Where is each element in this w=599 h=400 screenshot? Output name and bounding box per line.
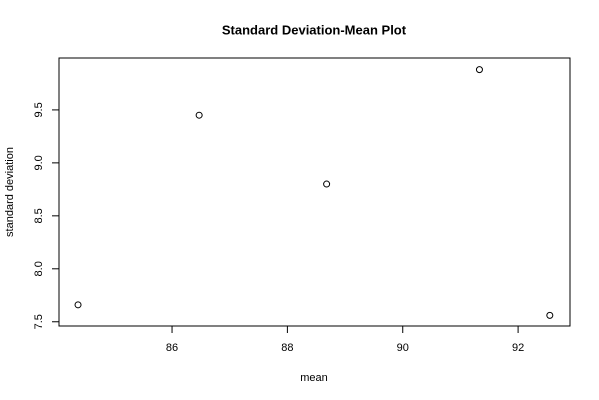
y-tick-label: 8.5 — [33, 208, 45, 223]
x-tick-label: 90 — [397, 342, 409, 354]
x-tick-label: 88 — [281, 342, 293, 354]
chart-title: Standard Deviation-Mean Plot — [222, 22, 407, 37]
x-tick-label: 92 — [512, 342, 524, 354]
point — [475, 66, 483, 74]
point — [323, 180, 331, 188]
point — [74, 301, 82, 309]
point — [546, 311, 554, 319]
y-axis-label: standard deviation — [4, 147, 16, 237]
y-tick-label: 9.0 — [33, 155, 45, 170]
y-tick-label: 8.0 — [33, 261, 45, 276]
y-tick-label: 9.5 — [33, 102, 45, 117]
y-tick-label: 7.5 — [33, 314, 45, 329]
plot-frame — [58, 57, 571, 327]
x-tick-label: 86 — [166, 342, 178, 354]
point — [195, 111, 203, 119]
x-axis-label: mean — [300, 372, 328, 384]
